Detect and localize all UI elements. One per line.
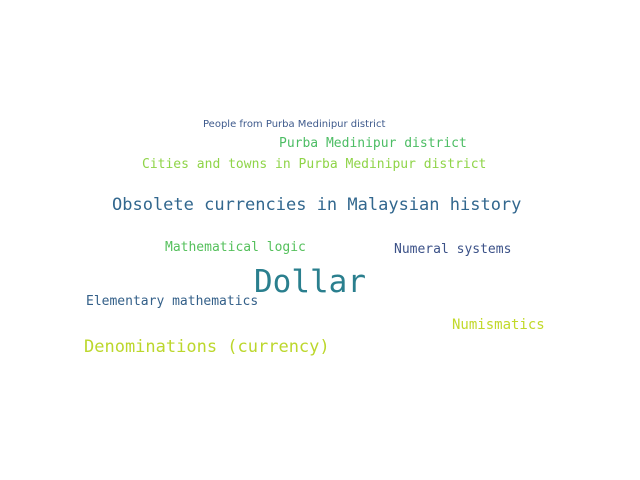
word-purba-medinipur-district: Purba Medinipur district (279, 136, 467, 151)
word-obsolete-currencies-in-malaysian-history: Obsolete currencies in Malaysian history (112, 195, 522, 215)
word-numismatics: Numismatics (452, 317, 545, 333)
word-denominations-currency: Denominations (currency) (84, 337, 330, 357)
word-cities-and-towns-in-purba-medinipur-district: Cities and towns in Purba Medinipur dist… (142, 157, 487, 172)
word-people-from-purba-medinipur-district: People from Purba Medinipur district (203, 119, 386, 130)
word-mathematical-logic: Mathematical logic (165, 240, 306, 255)
word-elementary-mathematics: Elementary mathematics (86, 294, 259, 309)
word-dollar: Dollar (254, 264, 366, 300)
word-numeral-systems: Numeral systems (394, 242, 512, 257)
